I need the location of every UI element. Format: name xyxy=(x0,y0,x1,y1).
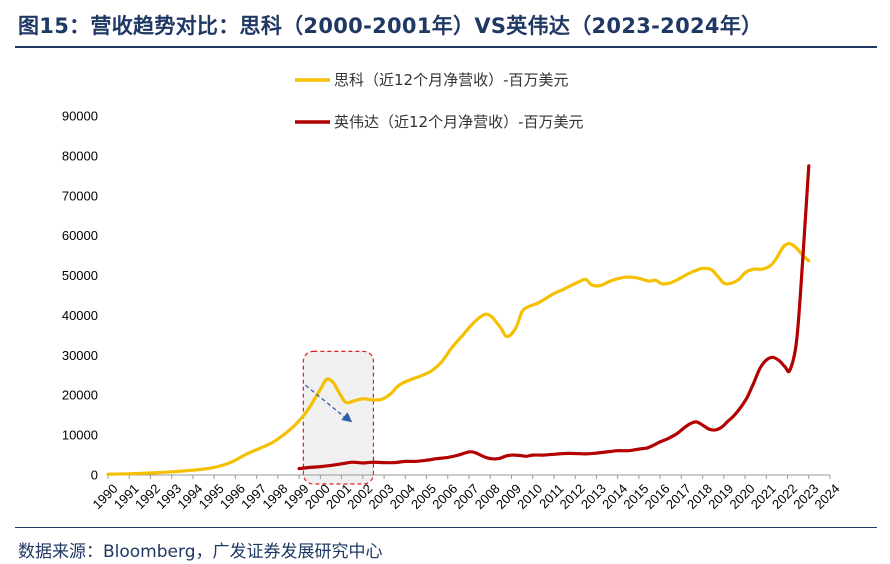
source-note: 数据来源：Bloomberg，广发证券发展研究中心 xyxy=(18,542,383,562)
x-tick-label: 2024 xyxy=(811,481,842,512)
y-tick-label: 20000 xyxy=(62,388,98,403)
trend-arrow-head xyxy=(341,412,353,423)
y-tick-label: 80000 xyxy=(62,148,98,163)
y-tick-label: 60000 xyxy=(62,228,98,243)
axes: 0 10000 20000 30000 40000 50000 60000 70000 8000… xyxy=(62,109,843,513)
footer-divider xyxy=(15,527,877,528)
y-tick-label: 0 xyxy=(91,468,98,483)
y-tick-label: 50000 xyxy=(62,268,98,283)
legend-label-cisco: 思科（近12个月净营收）-百万美元 xyxy=(334,71,569,89)
chart-svg: 0 10000 20000 30000 40000 50000 60000 70000 8000… xyxy=(62,71,843,513)
series-line-cisco xyxy=(106,241,811,476)
y-tick-label: 30000 xyxy=(62,348,98,363)
y-tick-label: 70000 xyxy=(62,188,98,203)
legend: 思科（近12个月净营收）-百万美元 英伟达（近12个月净营收）-百万美元 xyxy=(295,71,584,131)
legend-label-nvidia: 英伟达（近12个月净营收）-百万美元 xyxy=(334,113,584,131)
trend-arrow xyxy=(305,384,353,423)
figure-title: 图15：营收趋势对比：思科（2000-2001年）VS英伟达（2023-2024… xyxy=(18,14,763,38)
y-tick-label: 10000 xyxy=(62,428,98,443)
y-tick-label: 40000 xyxy=(62,308,98,323)
series-layer xyxy=(106,164,811,476)
y-tick-label: 90000 xyxy=(62,109,98,124)
series-line-nvidia xyxy=(297,164,811,471)
title-divider xyxy=(15,46,877,48)
trend-arrow-shaft xyxy=(305,384,347,419)
